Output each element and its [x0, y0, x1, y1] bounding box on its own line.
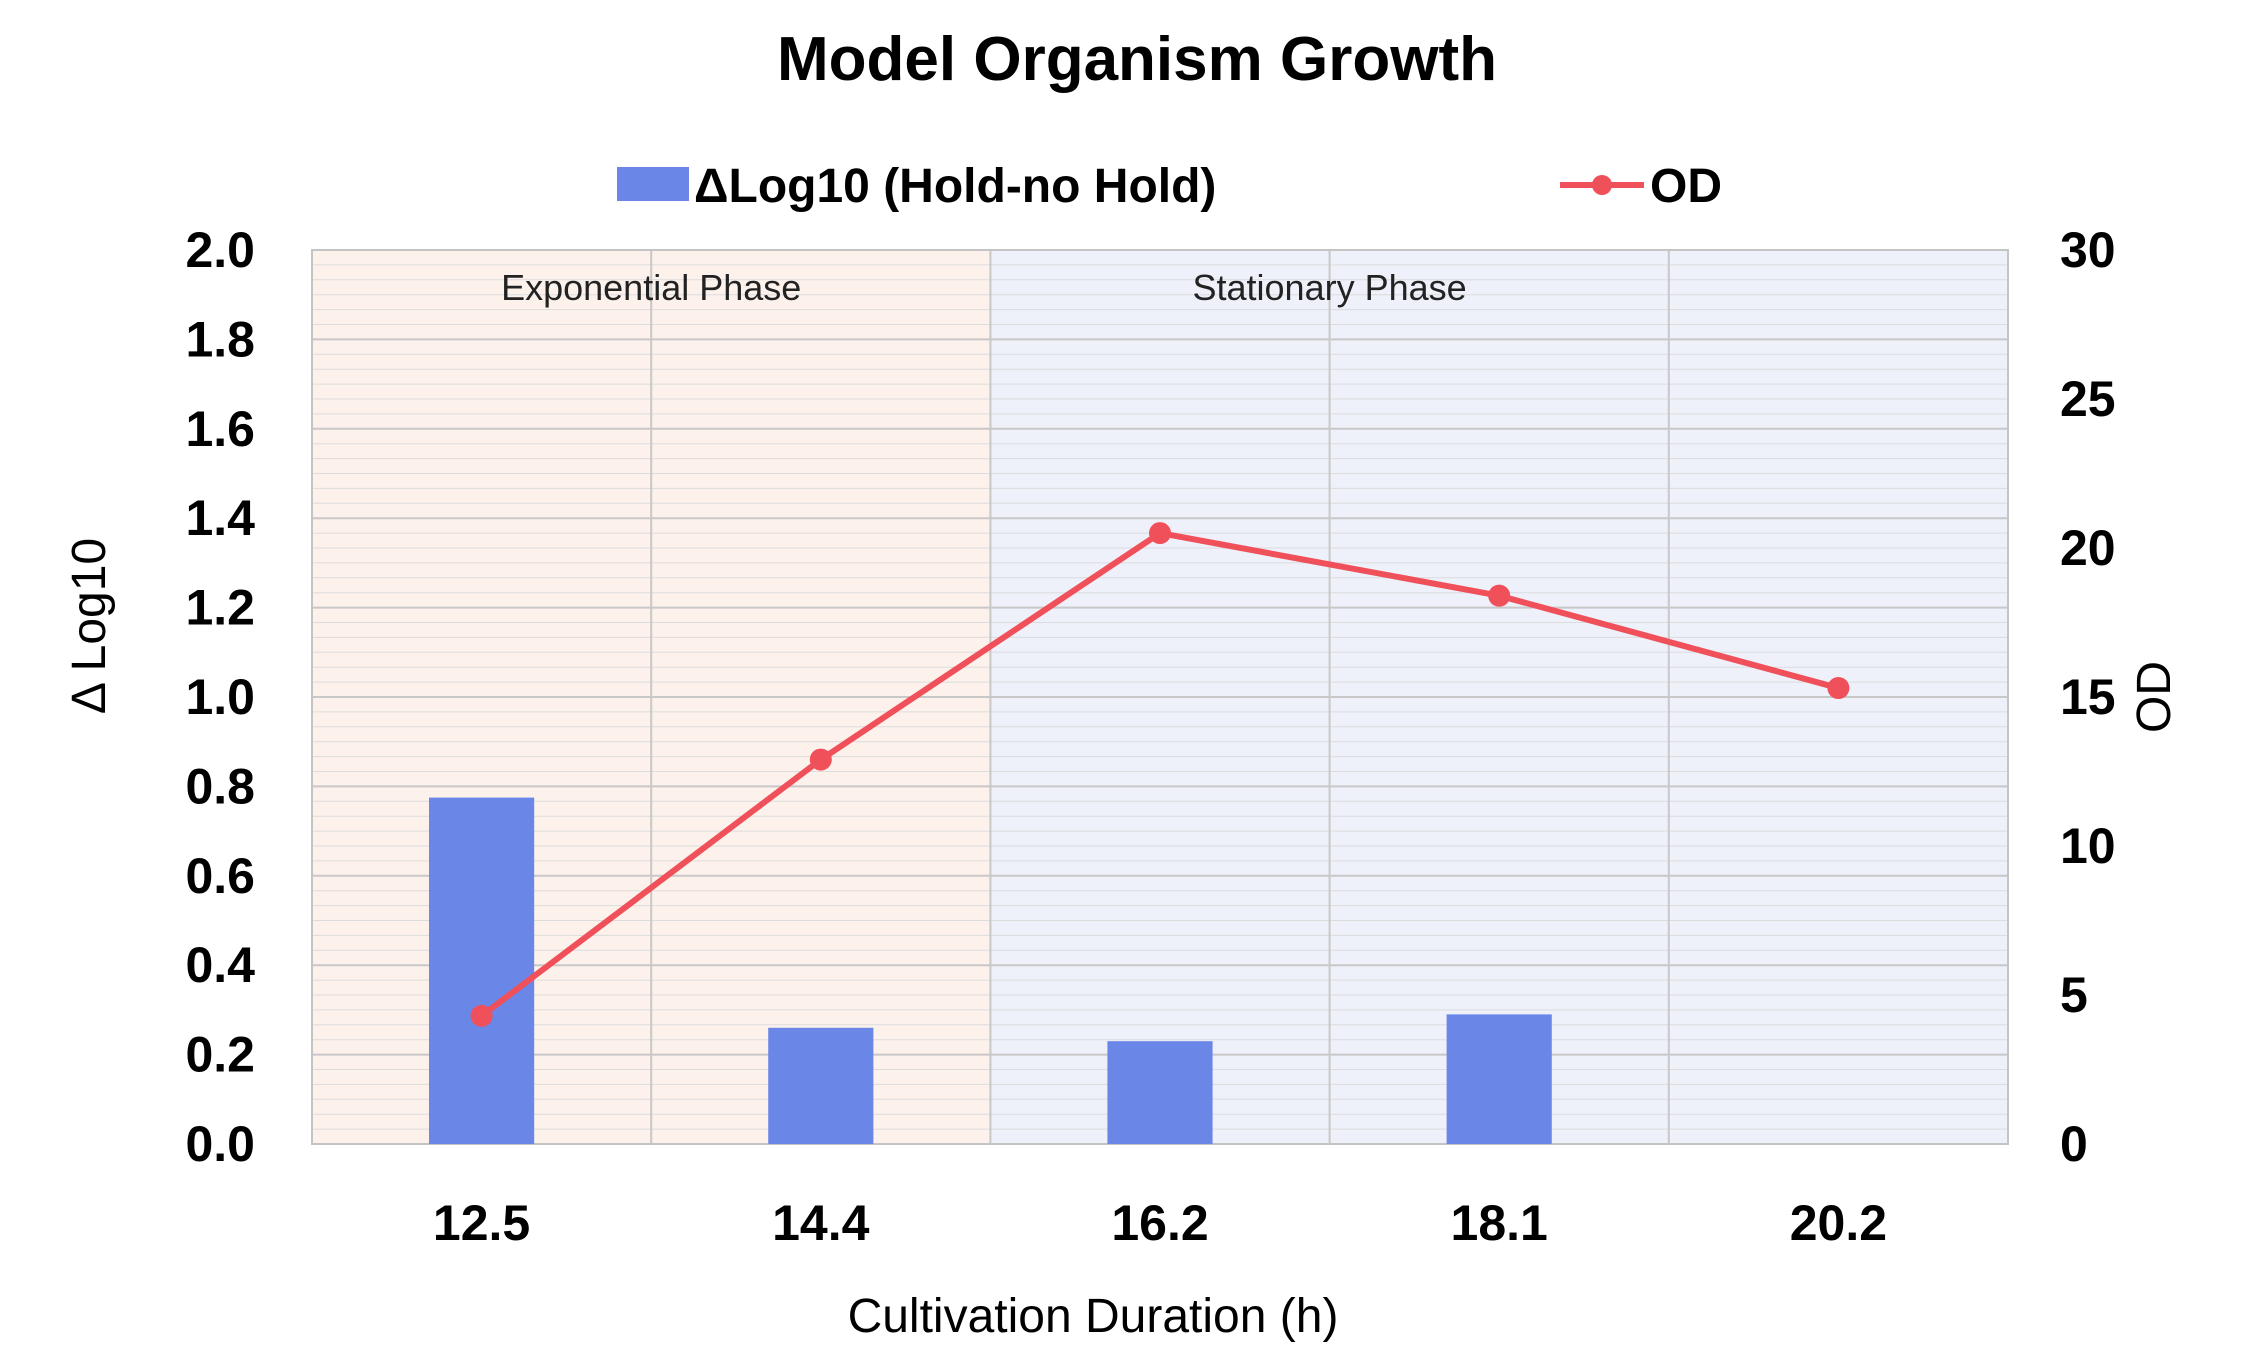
plot-area: Exponential Phase Stationary Phase 0.0 0.2 0… [185, 222, 2115, 1251]
y-left-tick-label: 1.4 [185, 490, 255, 546]
x-tick-label: 20.2 [1790, 1195, 1887, 1251]
od-point [470, 1004, 493, 1027]
bar [1107, 1041, 1213, 1144]
x-tick-label: 18.1 [1451, 1195, 1548, 1251]
y-right-tick-label: 10 [2060, 818, 2116, 874]
od-point [1488, 584, 1511, 607]
y-right-tick-label: 30 [2060, 222, 2116, 278]
x-tick-label: 12.5 [433, 1195, 530, 1251]
phase-label-exponential: Exponential Phase [501, 267, 801, 308]
y-left-tick-label: 1.6 [185, 401, 255, 457]
y-left-tick-label: 1.8 [185, 311, 255, 367]
y-left-tick-label: 0.2 [185, 1027, 255, 1083]
y-axis-right-label: OD [2128, 661, 2181, 733]
phase-label-stationary: Stationary Phase [1193, 267, 1467, 308]
y-axis-left-label: Δ Log10 [63, 538, 116, 714]
y-left-tick-label: 0.4 [185, 937, 255, 993]
chart-title: Model Organism Growth [777, 25, 1497, 94]
y-right-tick-label: 20 [2060, 520, 2116, 576]
legend-bar-label: ΔLog10 (Hold-no Hold) [694, 160, 1216, 213]
legend-line-marker [1592, 175, 1612, 195]
legend-line-label: OD [1650, 160, 1722, 213]
y-left-tick-label: 0.8 [185, 758, 255, 814]
legend: ΔLog10 (Hold-no Hold) OD [617, 160, 1722, 213]
y-right-tick-label: 15 [2060, 669, 2116, 725]
bar [768, 1027, 874, 1144]
y-left-tick-label: 1.0 [185, 669, 255, 725]
bar [429, 797, 535, 1144]
y-right-tick-label: 0 [2060, 1116, 2088, 1172]
y-left-tick-label: 2.0 [185, 222, 255, 278]
bar [1446, 1014, 1552, 1144]
y-left-tick-label: 1.2 [185, 580, 255, 636]
y-right-tick-label: 5 [2060, 967, 2088, 1023]
y-left-tick-label: 0.6 [185, 848, 255, 904]
x-tick-label: 16.2 [1111, 1195, 1208, 1251]
y-right-tick-label: 25 [2060, 371, 2116, 427]
x-tick-label: 14.4 [772, 1195, 870, 1251]
x-axis-label: Cultivation Duration (h) [848, 1290, 1339, 1343]
od-point [1149, 522, 1171, 545]
od-point [1827, 677, 1850, 700]
legend-bar-swatch [617, 167, 689, 201]
od-point [809, 748, 832, 771]
y-left-tick-label: 0.0 [185, 1116, 255, 1172]
